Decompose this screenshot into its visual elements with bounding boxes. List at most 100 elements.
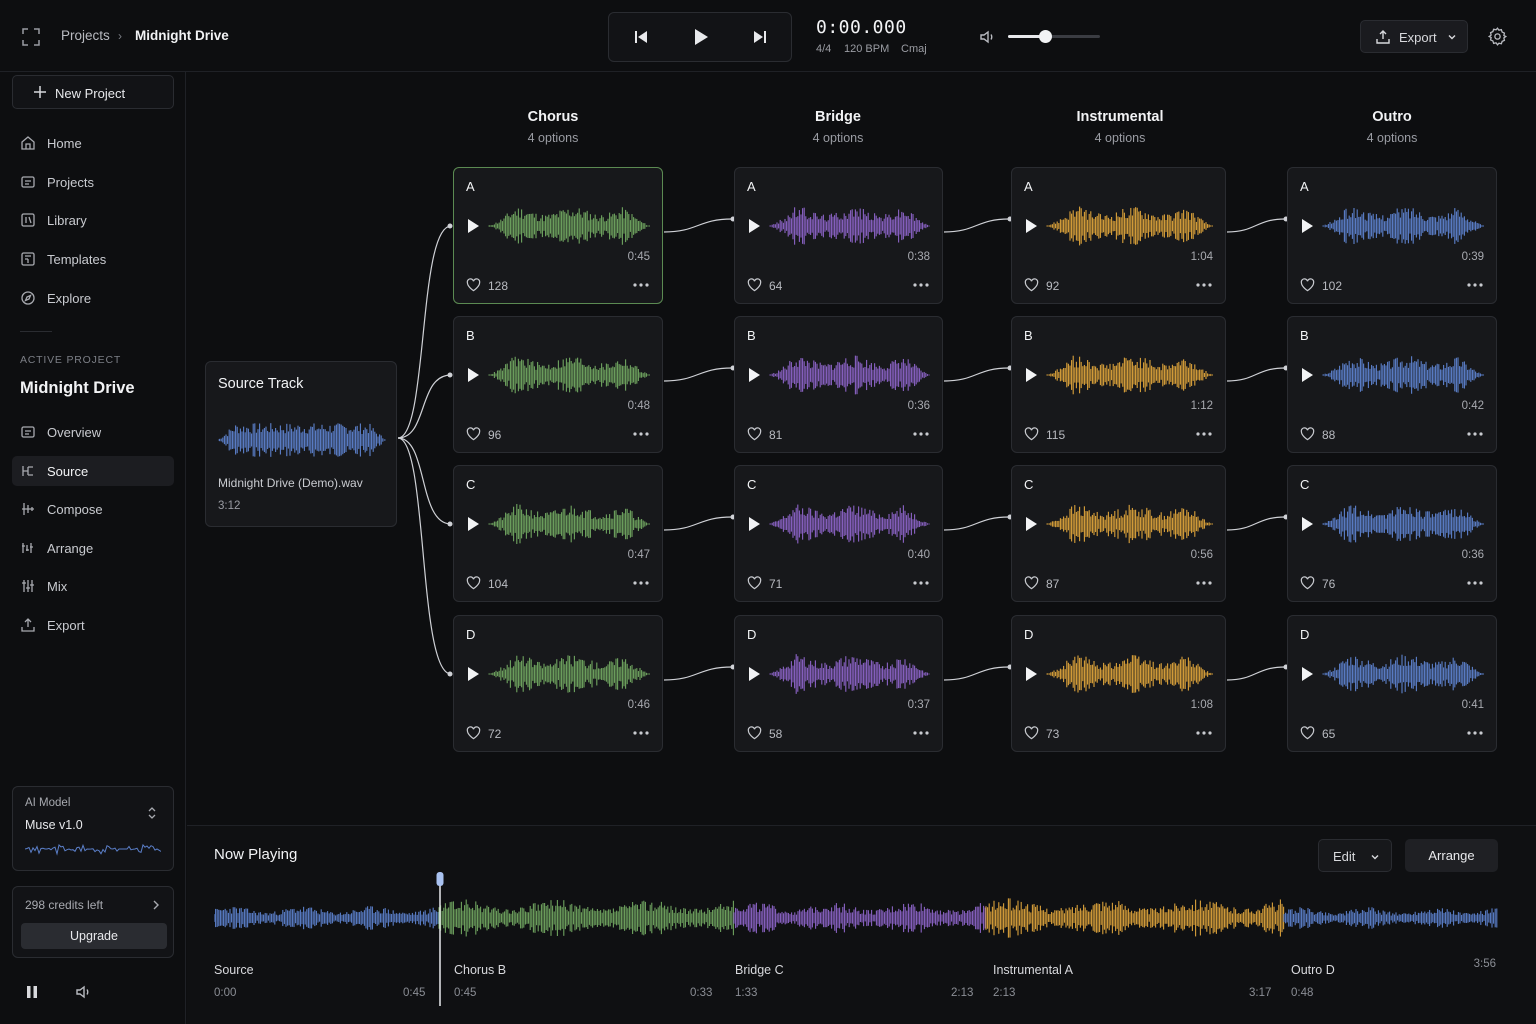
option-card-instrumental-a[interactable]: A 1:04 92: [1011, 167, 1226, 304]
play-icon[interactable]: [745, 515, 763, 533]
heart-icon[interactable]: [466, 427, 481, 441]
ai-model-selector[interactable]: AI Model Muse v1.0: [12, 786, 174, 871]
heart-icon[interactable]: [466, 576, 481, 590]
sidebar-item-arrange[interactable]: Arrange: [12, 533, 174, 563]
breadcrumb-projects[interactable]: Projects: [61, 28, 110, 43]
option-card-chorus-c[interactable]: C 0:47 104: [453, 465, 663, 602]
sidebar-item-export[interactable]: Export: [12, 610, 174, 640]
volume-slider-knob[interactable]: [1038, 30, 1052, 43]
play-icon[interactable]: [745, 665, 763, 683]
heart-icon[interactable]: [1024, 576, 1039, 590]
segment-end: 0:33: [690, 987, 713, 999]
more-options-icon[interactable]: [632, 726, 650, 740]
volume-icon[interactable]: [74, 983, 92, 1001]
play-icon[interactable]: [1022, 366, 1040, 384]
more-options-icon[interactable]: [1195, 427, 1213, 441]
heart-icon[interactable]: [1300, 278, 1315, 292]
edit-dropdown-button[interactable]: Edit: [1318, 839, 1392, 872]
play-icon[interactable]: [1022, 217, 1040, 235]
option-duration: 0:56: [1190, 549, 1213, 561]
option-card-chorus-b[interactable]: B 0:48 96: [453, 316, 663, 453]
more-options-icon[interactable]: [912, 427, 930, 441]
heart-icon[interactable]: [747, 278, 762, 292]
more-options-icon[interactable]: [1195, 726, 1213, 740]
heart-icon[interactable]: [1024, 726, 1039, 740]
heart-icon[interactable]: [1300, 576, 1315, 590]
more-options-icon[interactable]: [632, 576, 650, 590]
now-playing-timeline[interactable]: [214, 872, 1498, 1006]
more-options-icon[interactable]: [632, 278, 650, 292]
heart-icon[interactable]: [1024, 278, 1039, 292]
new-project-label: New Project: [55, 86, 126, 101]
more-options-icon[interactable]: [1195, 278, 1213, 292]
more-options-icon[interactable]: [1466, 576, 1484, 590]
volume-slider[interactable]: [1008, 30, 1100, 43]
sidebar-item-label: Templates: [47, 252, 107, 268]
skip-back-icon[interactable]: [629, 25, 653, 49]
skip-forward-icon[interactable]: [748, 25, 772, 49]
sidebar-item-home[interactable]: Home: [12, 128, 174, 158]
heart-icon[interactable]: [1300, 726, 1315, 740]
play-icon[interactable]: [1298, 665, 1316, 683]
option-card-instrumental-b[interactable]: B 1:12 115: [1011, 316, 1226, 453]
collapse-icon[interactable]: [20, 26, 42, 48]
play-icon[interactable]: [464, 366, 482, 384]
play-icon[interactable]: [1298, 366, 1316, 384]
sidebar-item-compose[interactable]: Compose: [12, 494, 174, 524]
new-project-button[interactable]: New Project: [12, 75, 174, 109]
volume-icon[interactable]: [978, 28, 996, 46]
play-icon[interactable]: [745, 366, 763, 384]
chevron-right-icon[interactable]: [151, 899, 161, 911]
more-options-icon[interactable]: [1466, 278, 1484, 292]
play-icon[interactable]: [464, 217, 482, 235]
pause-icon[interactable]: [24, 984, 40, 1000]
more-options-icon[interactable]: [912, 278, 930, 292]
export-button[interactable]: Export: [1360, 20, 1468, 53]
heart-icon[interactable]: [747, 576, 762, 590]
sidebar-item-projects[interactable]: Projects: [12, 167, 174, 197]
upgrade-button[interactable]: Upgrade: [21, 923, 167, 949]
option-card-outro-a[interactable]: A 0:39 102: [1287, 167, 1497, 304]
more-options-icon[interactable]: [632, 427, 650, 441]
sidebar-item-source[interactable]: Source: [12, 455, 174, 486]
more-options-icon[interactable]: [912, 726, 930, 740]
export-button-label: Export: [1399, 30, 1437, 45]
option-card-outro-c[interactable]: C 0:36 76: [1287, 465, 1497, 602]
heart-icon[interactable]: [747, 726, 762, 740]
play-icon[interactable]: [1022, 515, 1040, 533]
play-icon[interactable]: [745, 217, 763, 235]
source-track-card[interactable]: Source Track Midnight Drive (Demo).wav 3…: [205, 361, 397, 527]
option-card-instrumental-d[interactable]: D 1:08 73: [1011, 615, 1226, 752]
play-icon[interactable]: [1298, 515, 1316, 533]
more-options-icon[interactable]: [1466, 427, 1484, 441]
play-icon[interactable]: [1298, 217, 1316, 235]
sidebar-item-explore[interactable]: Explore: [12, 283, 174, 313]
more-options-icon[interactable]: [912, 576, 930, 590]
option-card-bridge-c[interactable]: C 0:40 71: [734, 465, 943, 602]
option-card-instrumental-c[interactable]: C 0:56 87: [1011, 465, 1226, 602]
more-options-icon[interactable]: [1466, 726, 1484, 740]
heart-icon[interactable]: [747, 427, 762, 441]
option-card-bridge-b[interactable]: B 0:36 81: [734, 316, 943, 453]
heart-icon[interactable]: [466, 726, 481, 740]
option-card-bridge-d[interactable]: D 0:37 58: [734, 615, 943, 752]
more-options-icon[interactable]: [1195, 576, 1213, 590]
option-card-chorus-a[interactable]: A 0:45 128: [453, 167, 663, 304]
option-card-chorus-d[interactable]: D 0:46 72: [453, 615, 663, 752]
heart-icon[interactable]: [466, 278, 481, 292]
play-icon[interactable]: [1022, 665, 1040, 683]
sidebar-item-templates[interactable]: Templates: [12, 244, 174, 274]
play-icon[interactable]: [688, 25, 712, 49]
settings-gear-icon[interactable]: [1487, 26, 1508, 47]
sidebar-item-mix[interactable]: Mix: [12, 571, 174, 601]
option-card-outro-d[interactable]: D 0:41 65: [1287, 615, 1497, 752]
heart-icon[interactable]: [1024, 427, 1039, 441]
sidebar-item-overview[interactable]: Overview: [12, 417, 174, 447]
arrange-button[interactable]: Arrange: [1405, 839, 1498, 872]
sidebar-item-library[interactable]: Library: [12, 205, 174, 235]
option-card-bridge-a[interactable]: A 0:38 64: [734, 167, 943, 304]
heart-icon[interactable]: [1300, 427, 1315, 441]
play-icon[interactable]: [464, 515, 482, 533]
option-card-outro-b[interactable]: B 0:42 88: [1287, 316, 1497, 453]
play-icon[interactable]: [464, 665, 482, 683]
